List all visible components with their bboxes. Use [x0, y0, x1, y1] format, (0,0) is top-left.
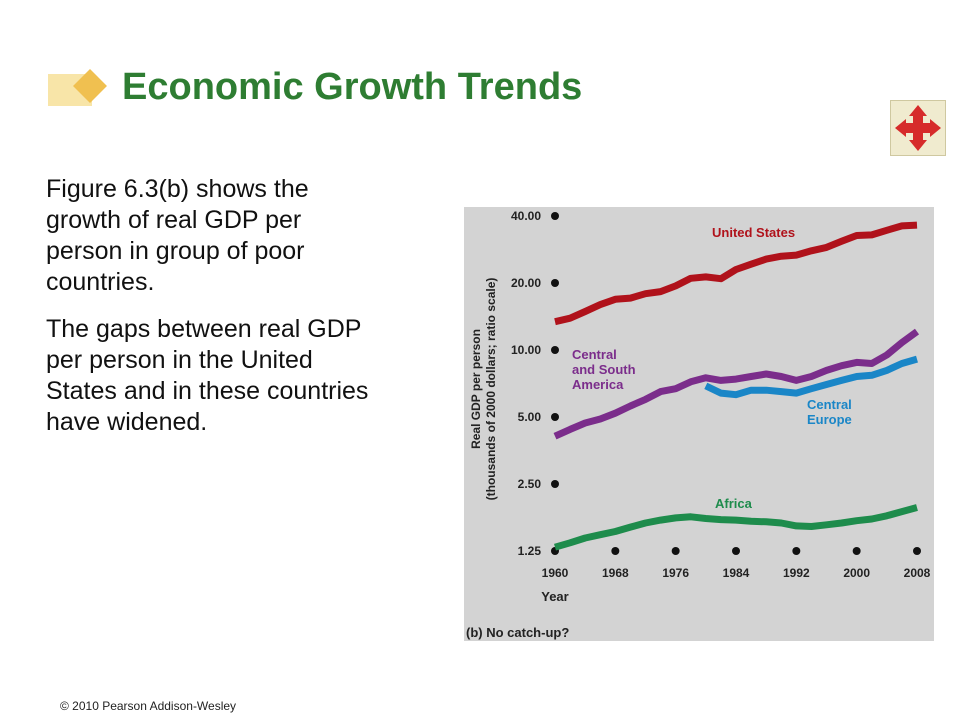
y-tick-label: 1.25 — [518, 544, 542, 558]
x-tick-label: 2000 — [843, 566, 870, 580]
y-tick-dot — [551, 346, 559, 354]
x-tick-label: 1992 — [783, 566, 810, 580]
x-tick-label: 1984 — [723, 566, 750, 580]
paragraph-2: The gaps between real GDP per person in … — [46, 315, 369, 436]
y-tick-dot — [551, 279, 559, 287]
series-line-africa — [554, 504, 918, 551]
series-label: Central — [572, 347, 617, 362]
x-tick-label: 1960 — [542, 566, 569, 580]
x-axis-title: Year — [541, 589, 568, 604]
series-line-central-and-south-america — [553, 328, 920, 440]
y-axis-subtitle: (thousands of 2000 dollars; ratio scale) — [484, 278, 498, 501]
x-tick-label: 1976 — [662, 566, 689, 580]
x-tick-label: 1968 — [602, 566, 629, 580]
y-tick-label: 2.50 — [518, 477, 542, 491]
x-tick-dot — [792, 547, 801, 555]
series-label: and South — [572, 362, 636, 377]
x-tick-dot — [671, 547, 680, 555]
chart-caption: (b) No catch-up? — [466, 625, 569, 640]
y-tick-dot — [551, 413, 559, 421]
x-tick-label: 2008 — [904, 566, 931, 580]
series-line-united-states — [554, 221, 918, 326]
x-tick-dot — [852, 547, 861, 555]
body-text: Figure 6.3(b) shows the growth of real G… — [46, 174, 376, 454]
navigation-button[interactable] — [890, 100, 946, 156]
y-tick-dot — [551, 480, 559, 488]
paragraph-1: Figure 6.3(b) shows the growth of real G… — [46, 175, 309, 296]
series-label: United States — [712, 225, 795, 240]
series-label: Africa — [715, 496, 753, 511]
series-label: Europe — [807, 412, 852, 427]
y-axis-title: Real GDP per person — [469, 329, 483, 449]
x-tick-dot — [732, 547, 740, 555]
y-tick-label: 20.00 — [511, 276, 541, 290]
series-line-central-europe — [704, 355, 918, 399]
gdp-chart: 1.25 2.50 5.00 10.00 20.00 40.00 1960 1968 1976 1… — [466, 209, 931, 640]
y-tick-label: 5.00 — [518, 410, 542, 424]
x-tick-dot — [913, 547, 921, 555]
series-label: America — [572, 377, 624, 392]
copyright-footer: © 2010 Pearson Addison-Wesley — [60, 699, 237, 713]
x-tick-dot — [611, 547, 620, 555]
y-tick-dot — [551, 212, 559, 220]
four-way-arrows-icon — [895, 105, 941, 151]
chart-figure: 1.25 2.50 5.00 10.00 20.00 40.00 1960 1968 1976 1… — [464, 207, 934, 641]
series-label: Central — [807, 397, 852, 412]
y-tick-label: 10.00 — [511, 343, 541, 357]
y-tick-label: 40.00 — [511, 209, 541, 223]
page-title: Economic Growth Trends — [122, 66, 583, 108]
